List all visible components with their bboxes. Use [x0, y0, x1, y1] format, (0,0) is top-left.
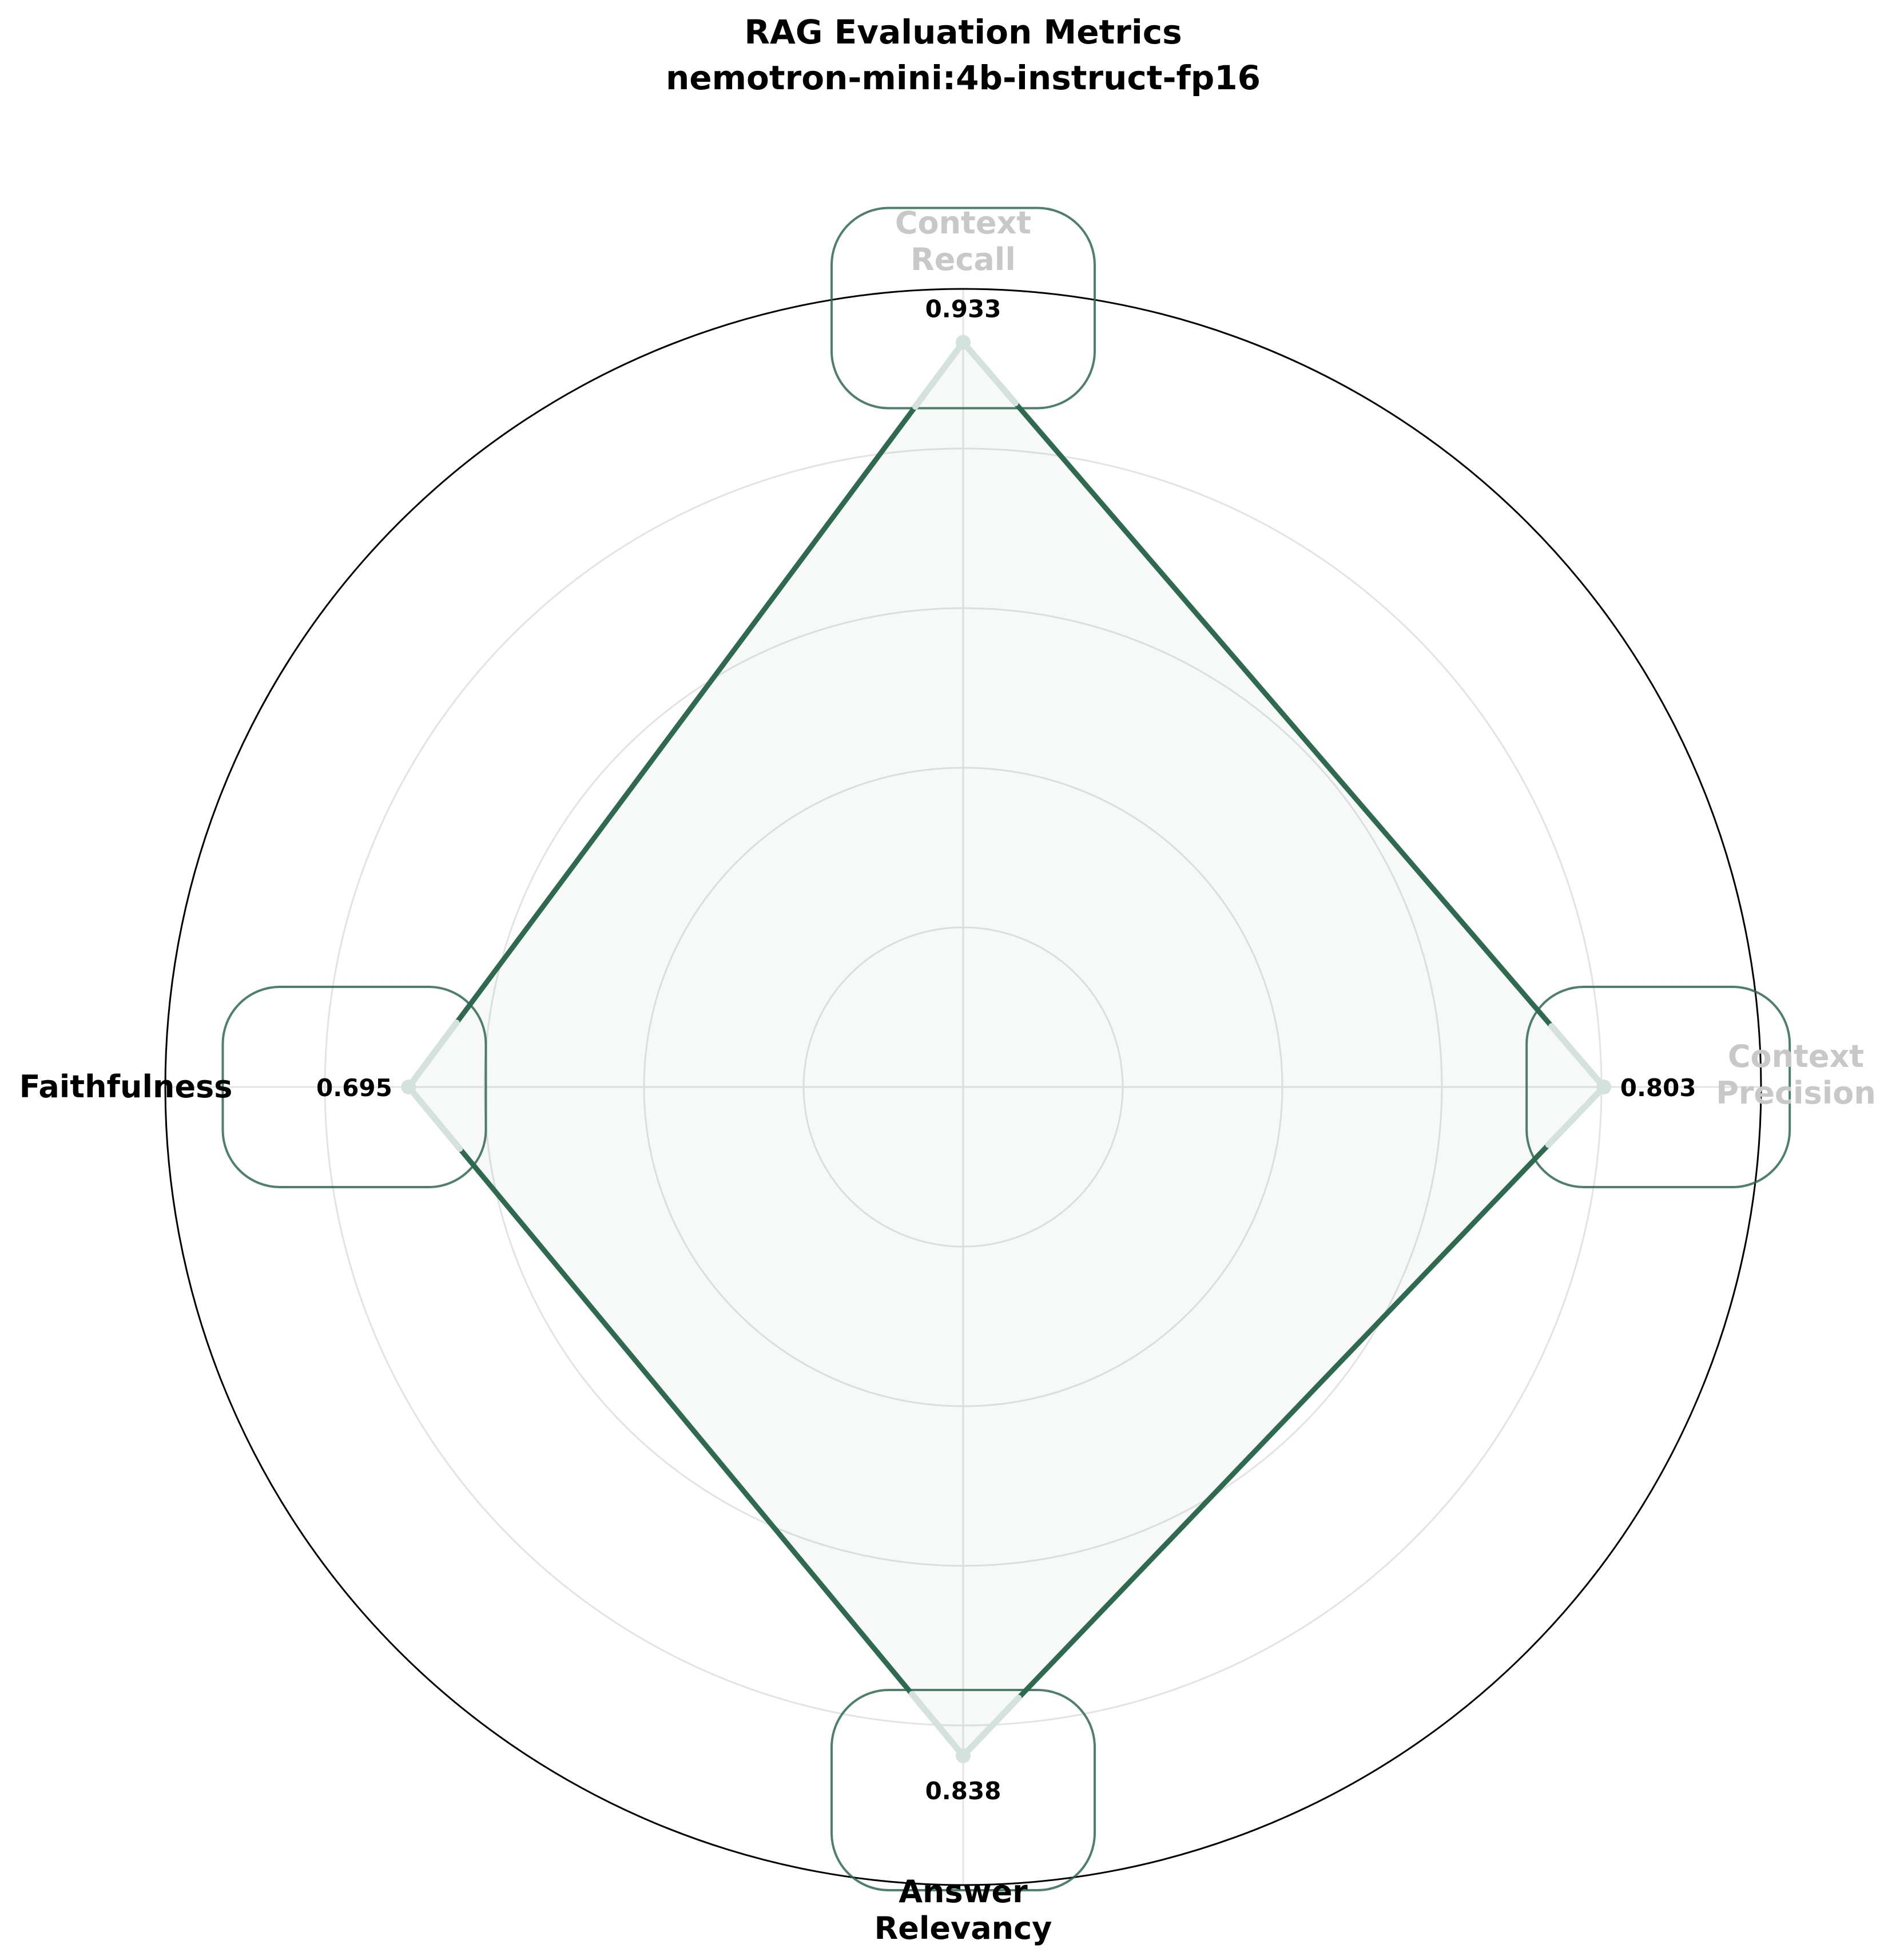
- value-label-box: [221, 986, 487, 1188]
- series-segment-highlight: [405, 1019, 460, 1090]
- outer-frame: [164, 288, 1762, 1886]
- chart-title: RAG Evaluation Metrics: [744, 13, 1182, 51]
- value-label: 0.695: [316, 1074, 392, 1102]
- data-series: [405, 338, 1608, 1760]
- series-segment-highlight: [909, 1691, 967, 1759]
- series-segment-highlight: [1545, 1084, 1607, 1148]
- category-label: Context Precision: [1716, 1038, 1876, 1111]
- value-label-box: [830, 1689, 1096, 1892]
- axis-labels: 0.933 0.803 0.838 0.695 Context Recall Context…: [19, 205, 1876, 1946]
- category-label: Context Recall: [895, 205, 1031, 277]
- data-point: [401, 1080, 416, 1094]
- category-label: Answer Relevancy: [875, 1874, 1052, 1946]
- series-segment-highlight: [912, 339, 967, 410]
- series-segment-highlight: [960, 1695, 1022, 1759]
- data-point: [956, 335, 971, 350]
- series-segment-highlight: [960, 339, 1019, 407]
- value-label-box: [1525, 986, 1791, 1188]
- category-label: Faithfulness: [19, 1069, 233, 1105]
- series-segment-highlight: [1548, 1023, 1607, 1090]
- series-segment-highlight: [405, 1084, 463, 1152]
- chart-subtitle: nemotron-mini:4b-instruct-fp16: [666, 58, 1261, 97]
- series-area: [408, 342, 1604, 1756]
- data-point: [956, 1748, 971, 1764]
- data-point: [1596, 1080, 1612, 1094]
- value-label: 0.838: [925, 1777, 1001, 1805]
- value-label-box: [830, 207, 1096, 410]
- value-label: 0.933: [925, 295, 1001, 323]
- value-label: 0.803: [1620, 1074, 1696, 1102]
